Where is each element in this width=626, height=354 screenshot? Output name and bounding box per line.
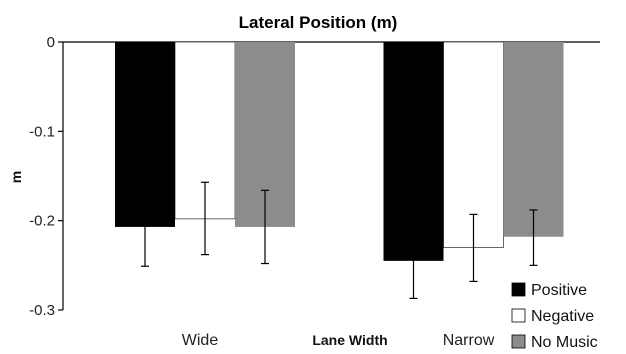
legend-swatch: [511, 308, 526, 323]
y-tick-label: -0.2: [29, 213, 55, 230]
y-tick-label: -0.1: [29, 123, 55, 140]
legend-label: Positive: [531, 282, 587, 299]
y-axis-label: m: [8, 171, 24, 183]
legend: Positive Negative No Music: [511, 282, 598, 351]
legend-swatch: [511, 334, 526, 349]
category-label: Wide: [182, 332, 219, 349]
error-bars: [141, 181, 538, 299]
legend-swatch: [511, 282, 526, 297]
bar: [503, 42, 564, 237]
y-tick-label: -0.3: [29, 302, 55, 319]
y-tick-label: 0: [47, 34, 55, 51]
legend-label: No Music: [531, 334, 598, 351]
legend-label: Negative: [531, 308, 594, 325]
category-labels: Wide Narrow: [182, 332, 495, 349]
bars: [115, 41, 564, 261]
chart-title: Lateral Position (m): [239, 13, 398, 32]
category-label: Narrow: [443, 332, 495, 349]
x-axis-label: Lane Width: [312, 332, 387, 348]
